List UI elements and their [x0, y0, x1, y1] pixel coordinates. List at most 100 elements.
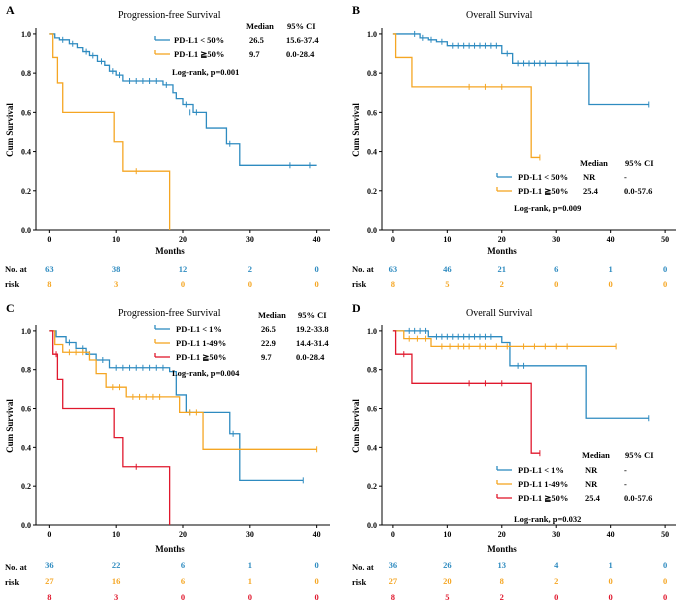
legend-median: NR	[583, 172, 596, 182]
x-axis-label: Months	[487, 246, 517, 256]
risk-count: 0	[663, 264, 667, 274]
risk-count: 0	[315, 264, 319, 274]
x-tick-label: 40	[313, 530, 321, 539]
legend-header-median: Median	[258, 310, 286, 320]
survival-curve-3	[392, 330, 540, 454]
legend-header-ci: 95% CI	[625, 450, 654, 460]
x-axis-label: Months	[487, 544, 517, 554]
x-tick-label: 20	[498, 235, 506, 244]
legend-series-name: PD-L1 ≧50%	[174, 49, 224, 59]
risk-count: 6	[181, 576, 185, 586]
risk-count: 0	[248, 592, 252, 602]
y-tick-label: 0.6	[367, 108, 377, 117]
legend-median: 25.4	[585, 493, 601, 503]
logrank-text: Log-rank, p=0.009	[514, 203, 581, 213]
legend-ci: 0.0-28.4	[286, 49, 315, 59]
x-tick-label: 10	[443, 235, 451, 244]
x-tick-label: 0	[47, 235, 51, 244]
risk-count: 27	[45, 576, 54, 586]
y-tick-label: 0.2	[21, 482, 31, 491]
x-axis-label: Months	[155, 246, 185, 256]
risk-count: 26	[443, 560, 452, 570]
risk-count: 0	[554, 592, 558, 602]
risk-count: 0	[663, 576, 667, 586]
legend-median: 26.5	[261, 324, 276, 334]
survival-curve-1	[392, 33, 649, 106]
risk-count: 1	[248, 576, 252, 586]
survival-curve-1	[392, 330, 649, 419]
risk-count: 6	[181, 560, 185, 570]
legend-ci: 14.4-31.4	[296, 338, 329, 348]
survival-curve-2	[392, 33, 540, 159]
risk-count: 2	[554, 576, 558, 586]
y-tick-label: 0.4	[21, 443, 31, 452]
y-tick-label: 0.2	[367, 187, 377, 196]
x-tick-label: 20	[498, 530, 506, 539]
legend-median: 9.7	[261, 352, 272, 362]
risk-count: 2	[248, 264, 252, 274]
legend-series-name: PD-L1 < 50%	[518, 172, 568, 182]
risk-count: 3	[114, 279, 118, 289]
risk-count: 0	[609, 576, 613, 586]
risk-count: 22	[112, 560, 121, 570]
legend-series-name: PD-L1 1-49%	[176, 338, 226, 348]
risk-count: 1	[609, 264, 613, 274]
y-tick-label: 0.8	[21, 366, 31, 375]
legend-series-name: PD-L1 < 1%	[518, 465, 564, 475]
risk-count: 20	[443, 576, 452, 586]
risk-label-line2: risk	[5, 279, 19, 289]
risk-count: 1	[609, 560, 613, 570]
risk-count: 13	[498, 560, 507, 570]
risk-count: 0	[181, 279, 185, 289]
y-tick-label: 1.0	[367, 30, 377, 39]
panel-title: Overall Survival	[466, 308, 533, 319]
risk-count: 21	[498, 264, 507, 274]
x-tick-label: 30	[246, 530, 254, 539]
legend-series-name: PD-L1 ≧50%	[518, 186, 568, 196]
y-tick-label: 0.6	[367, 405, 377, 414]
panel-title: Overall Survival	[466, 10, 533, 21]
risk-count: 0	[315, 592, 319, 602]
y-axis-label: Cum Survival	[5, 103, 15, 157]
legend-ci: 0.0-28.4	[296, 352, 325, 362]
logrank-text: Log-rank, p=0.001	[172, 67, 239, 77]
panel-label: B	[352, 3, 360, 17]
risk-count: 0	[554, 279, 558, 289]
risk-label-line2: risk	[352, 279, 366, 289]
x-tick-label: 0	[47, 530, 51, 539]
legend-ci: 15.6-37.4	[286, 35, 319, 45]
y-tick-label: 0.6	[21, 108, 31, 117]
legend-series-name: PD-L1 ≧50%	[176, 352, 226, 362]
x-tick-label: 0	[391, 530, 395, 539]
panel-label: A	[6, 3, 15, 17]
risk-count: 8	[391, 592, 395, 602]
risk-count: 0	[609, 279, 613, 289]
survival-curve-3	[49, 330, 171, 525]
risk-count: 0	[663, 592, 667, 602]
risk-label-line1: No. at	[5, 562, 27, 572]
risk-count: 8	[391, 279, 395, 289]
legend-ci: 0.0-57.6	[624, 493, 652, 503]
legend-median: 22.9	[261, 338, 276, 348]
legend-ci: -	[624, 479, 627, 489]
x-tick-label: 30	[552, 235, 560, 244]
y-tick-label: 0.8	[21, 69, 31, 78]
risk-count: 0	[181, 592, 185, 602]
risk-count: 2	[500, 279, 504, 289]
legend-header-ci: 95% CI	[298, 310, 327, 320]
risk-count: 2	[500, 592, 504, 602]
legend-ci: 19.2-33.8	[296, 324, 329, 334]
risk-count: 38	[112, 264, 121, 274]
risk-count: 0	[315, 279, 319, 289]
risk-count: 0	[609, 592, 613, 602]
legend-series-name: PD-L1 < 1%	[176, 324, 222, 334]
legend-series-name: PD-L1 < 50%	[174, 35, 224, 45]
risk-count: 0	[315, 576, 319, 586]
risk-count: 36	[389, 560, 398, 570]
risk-count: 0	[248, 279, 252, 289]
y-tick-label: 0.0	[21, 521, 31, 530]
panel-label: C	[6, 301, 15, 315]
risk-count: 4	[554, 560, 559, 570]
